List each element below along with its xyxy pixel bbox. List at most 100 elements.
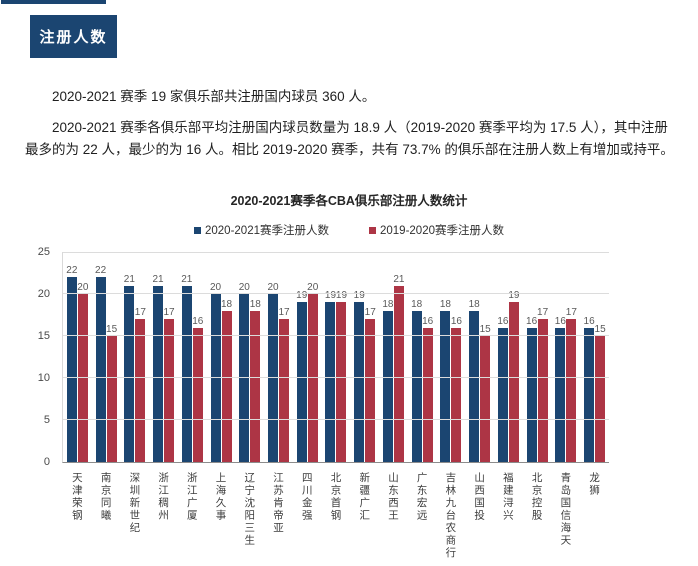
x-axis-label: 北京控股	[522, 472, 551, 560]
gridline	[63, 419, 609, 420]
bar-group: 18 16	[437, 252, 466, 462]
gridline	[63, 252, 609, 253]
bar-value-label: 18	[249, 298, 261, 310]
bar: 17	[537, 307, 548, 462]
bar: 21	[124, 274, 135, 462]
bar-value-label: 15	[594, 324, 606, 335]
bar-group: 18 16	[408, 252, 437, 462]
y-tick-label: 25	[37, 246, 50, 258]
bar: 19	[336, 290, 347, 462]
x-axis-label-text: 青岛国信海天	[559, 472, 572, 547]
bar-group: 21 17	[149, 252, 178, 462]
bar-value-label: 20	[209, 282, 222, 293]
chart-legend: 2020-2021赛季注册人数 2019-2020赛季注册人数	[0, 222, 698, 238]
bar-group: 19 20	[293, 252, 322, 462]
bars-layer: 22 20 22 15 21 17 21 17 21 16 20 18 20 18 20 17 19 20 19 19…	[63, 252, 609, 462]
x-axis-label: 江苏肯帝亚	[263, 472, 292, 560]
y-tick-label: 10	[37, 372, 50, 384]
x-axis-label: 北京首钢	[321, 472, 350, 560]
x-axis-label: 吉林九台农商行	[436, 472, 465, 560]
bar-value-label: 19	[508, 290, 520, 302]
bar-value-label: 19	[335, 290, 348, 302]
bar: 17	[164, 307, 175, 462]
x-axis-label-text: 深圳新世纪	[128, 472, 141, 535]
x-axis-label-text: 浙江广厦	[185, 472, 198, 522]
bar-group: 22 20	[63, 252, 92, 462]
bar: 20	[77, 282, 88, 462]
top-partial-bar	[1, 0, 106, 4]
x-axis-label-text: 四川金强	[300, 472, 313, 522]
x-axis-label-text: 吉林九台农商行	[444, 472, 457, 560]
x-axis-label-text: 福建浔兴	[501, 472, 514, 522]
legend-label: 2020-2021赛季注册人数	[205, 225, 329, 237]
bar-value-label: 16	[422, 315, 434, 327]
bar: 20	[239, 282, 250, 462]
x-axis-label-text: 北京控股	[530, 472, 543, 522]
bar-value-label: 19	[324, 290, 337, 302]
gridline	[63, 377, 609, 378]
bar-group: 20 17	[264, 252, 293, 462]
bar-group: 18 21	[379, 252, 408, 462]
bar-value-label: 15	[106, 324, 118, 335]
bar-value-label: 21	[393, 273, 405, 285]
y-tick-label: 20	[37, 288, 50, 300]
bar-value-label: 17	[278, 307, 290, 319]
bar-group: 16 15	[580, 252, 609, 462]
gridline	[63, 335, 609, 336]
bar: 17	[566, 307, 577, 462]
y-tick-label: 15	[37, 330, 50, 342]
x-axis-labels: 天津荣钢 南京同曦 深圳新世纪 浙江稠州 浙江广厦 上海久事 辽宁沈阳三生 江苏肯帝亚 四川金强…	[62, 472, 608, 560]
bar: 16	[526, 316, 537, 462]
x-axis-label-text: 辽宁沈阳三生	[243, 472, 256, 547]
legend-item: 2019-2020赛季注册人数	[369, 222, 504, 238]
x-axis-label-text: 新疆广汇	[358, 472, 371, 522]
bar-value-label: 20	[77, 282, 89, 293]
bar-value-label: 18	[220, 298, 233, 310]
bar-group: 19 17	[350, 252, 379, 462]
x-axis-label-text: 山东西王	[386, 472, 399, 522]
x-axis-label-text: 天津荣钢	[70, 472, 83, 522]
legend-item: 2020-2021赛季注册人数	[194, 222, 329, 238]
bar-value-label: 17	[134, 307, 146, 319]
bar: 16	[451, 316, 462, 462]
x-axis-label: 青岛国信海天	[550, 472, 579, 560]
bar: 18	[411, 299, 422, 462]
bar: 18	[440, 299, 451, 462]
bar-value-label: 17	[565, 307, 577, 319]
bar: 19	[296, 290, 307, 462]
x-axis-label-text: 北京首钢	[329, 472, 342, 522]
bar-group: 20 18	[207, 252, 236, 462]
bar-value-label: 19	[353, 290, 365, 302]
bar: 20	[210, 282, 221, 462]
bar-value-label: 21	[152, 273, 164, 285]
bar: 21	[181, 274, 192, 462]
bar: 16	[555, 316, 566, 462]
bar-group: 16 17	[551, 252, 580, 462]
bar-value-label: 22	[95, 265, 107, 277]
bar: 21	[393, 274, 405, 462]
x-axis-label: 深圳新世纪	[119, 472, 148, 560]
bar-group: 21 16	[178, 252, 207, 462]
x-axis-label: 浙江广厦	[177, 472, 206, 560]
bar-value-label: 16	[554, 315, 566, 327]
bar-value-label: 17	[364, 307, 376, 319]
x-axis-label: 四川金强	[292, 472, 321, 560]
bar: 17	[278, 307, 290, 462]
bar-value-label: 17	[537, 307, 549, 319]
bar: 19	[508, 290, 519, 462]
paragraph-average-registered: 2020-2021 赛季各俱乐部平均注册国内球员数量为 18.9 人（2019-…	[25, 120, 674, 157]
bar: 17	[135, 307, 146, 462]
x-axis-label: 山西国投	[464, 472, 493, 560]
x-axis-label-text: 广东宏远	[415, 472, 428, 522]
x-axis-label: 新疆广汇	[349, 472, 378, 560]
bar-value-label: 20	[267, 282, 279, 293]
bar-value-label: 16	[450, 315, 462, 327]
bar: 18	[382, 299, 394, 462]
bar: 16	[422, 316, 433, 462]
legend-swatch-icon	[369, 226, 376, 234]
x-axis-label: 浙江稠州	[148, 472, 177, 560]
bar: 21	[153, 274, 164, 462]
chart-title: 2020-2021赛季各CBA俱乐部注册人数统计	[230, 194, 468, 208]
y-axis-labels: 0 5 10 15 20 25	[18, 246, 56, 468]
bar-group: 22 15	[92, 252, 121, 462]
